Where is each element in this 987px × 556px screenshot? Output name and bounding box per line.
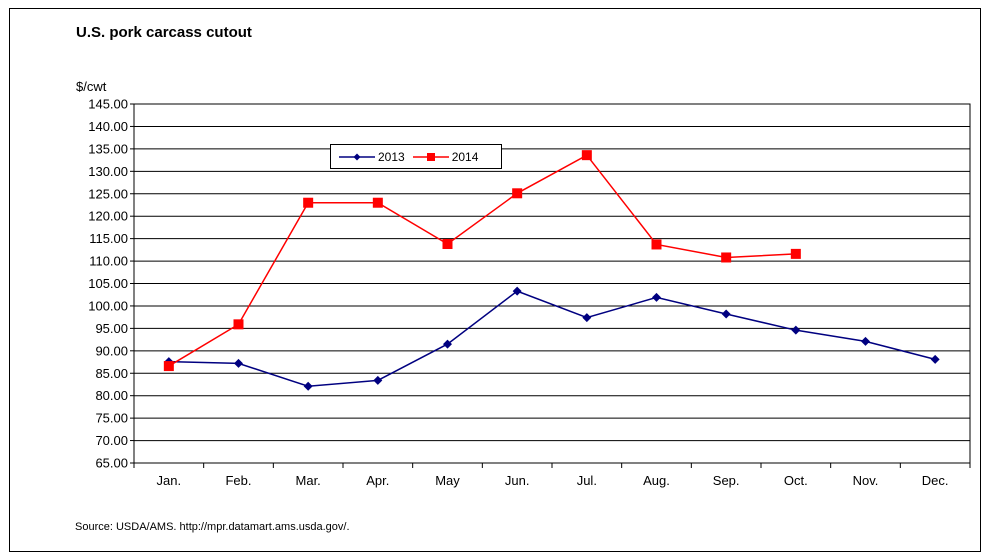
y-tick-label: 65.00: [95, 456, 128, 471]
series-line-2014: [168, 154, 796, 367]
data-point-2013-sep: [721, 309, 731, 319]
data-point-2014-aug: [651, 239, 662, 250]
data-point-2014-mar: [303, 197, 314, 208]
y-tick-label: 105.00: [88, 276, 128, 291]
y-tick-label: 85.00: [95, 366, 128, 381]
data-point-2013-nov: [861, 336, 870, 346]
data-point-2013-dec: [930, 354, 940, 364]
y-tick-label: 130.00: [88, 164, 128, 179]
data-point-2013-apr: [373, 375, 383, 385]
y-tick-label: 110.00: [89, 254, 128, 269]
legend-entry-2014: 2014: [412, 149, 479, 164]
y-tick-label: 140.00: [88, 119, 128, 134]
data-point-2014-jun: [512, 188, 523, 199]
x-tick-label-may: May: [435, 473, 460, 488]
y-tick-label: 120.00: [88, 209, 128, 224]
y-tick-label: 145.00: [88, 97, 128, 112]
y-tick-label: 135.00: [88, 141, 128, 156]
x-tick-label-oct: Oct.: [784, 473, 808, 488]
x-tick-label-jan: Jan.: [157, 473, 182, 488]
data-point-2014-apr: [372, 197, 383, 208]
x-tick-label-sep: Sep.: [713, 473, 740, 488]
legend-swatch-2013: [339, 153, 375, 160]
legend: 2013 2014: [330, 144, 502, 169]
x-tick-labels: Jan. Feb. Mar. Apr. May Jun. Jul. Aug. Sep. Oct. N…: [157, 473, 949, 488]
chart-frame: [9, 8, 981, 552]
legend-label-2013: 2013: [378, 149, 405, 164]
source-note: Source: USDA/AMS. http://mpr.datamart.am…: [75, 521, 350, 533]
x-tick-label-nov: Nov.: [853, 473, 879, 488]
y-tick-label: 100.00: [88, 298, 128, 313]
series-2014: [163, 150, 801, 372]
x-tick-label-apr: Apr.: [366, 473, 389, 488]
y-tick-label: 70.00: [95, 433, 128, 448]
data-point-2013-may: [443, 339, 452, 349]
y-tick-label: 125.00: [88, 186, 128, 201]
data-point-2013-jun: [512, 286, 522, 296]
data-point-2014-jan: [163, 361, 174, 372]
gridlines: [134, 103, 970, 442]
data-point-2013-mar: [303, 381, 313, 391]
y-tick-label: 115.00: [89, 231, 128, 246]
legend-swatch-2014: [412, 152, 449, 161]
chart-title: U.S. pork carcass cutout: [76, 24, 252, 41]
data-point-2014-oct: [790, 248, 801, 259]
legend-entry-2013: 2013: [339, 150, 405, 164]
axes: [130, 103, 971, 468]
data-point-2014-feb: [233, 319, 244, 330]
data-point-2014-sep: [721, 252, 732, 263]
data-point-2013-oct: [791, 325, 801, 335]
y-tick-label: 90.00: [95, 343, 128, 358]
series-line-2013: [168, 290, 936, 388]
x-tick-label-jul: Jul.: [577, 473, 597, 488]
legend-label-2014: 2014: [451, 149, 479, 164]
y-tick-label: 75.00: [95, 411, 128, 426]
series-layer: [163, 150, 940, 391]
data-point-2013-feb: [234, 358, 243, 368]
y-tick-label: 80.00: [95, 388, 128, 403]
x-tick-label-mar: Mar.: [296, 473, 321, 488]
data-point-2014-jul: [581, 150, 592, 161]
data-point-2013-jul: [582, 313, 592, 323]
x-tick-label-jun: Jun.: [505, 473, 530, 488]
y-tick-labels: 145.00 140.00 135.00 130.00 125.00 120.00 115.…: [88, 97, 128, 471]
data-point-2014-may: [442, 239, 453, 250]
x-tick-label-dec: Dec.: [922, 473, 949, 488]
x-tick-label-feb: Feb.: [225, 473, 251, 488]
y-axis-unit-label: $/cwt: [76, 79, 107, 94]
y-tick-label: 95.00: [95, 321, 128, 336]
series-2013: [164, 286, 940, 391]
x-tick-label-aug: Aug.: [643, 473, 670, 488]
data-point-2013-aug: [652, 292, 661, 302]
